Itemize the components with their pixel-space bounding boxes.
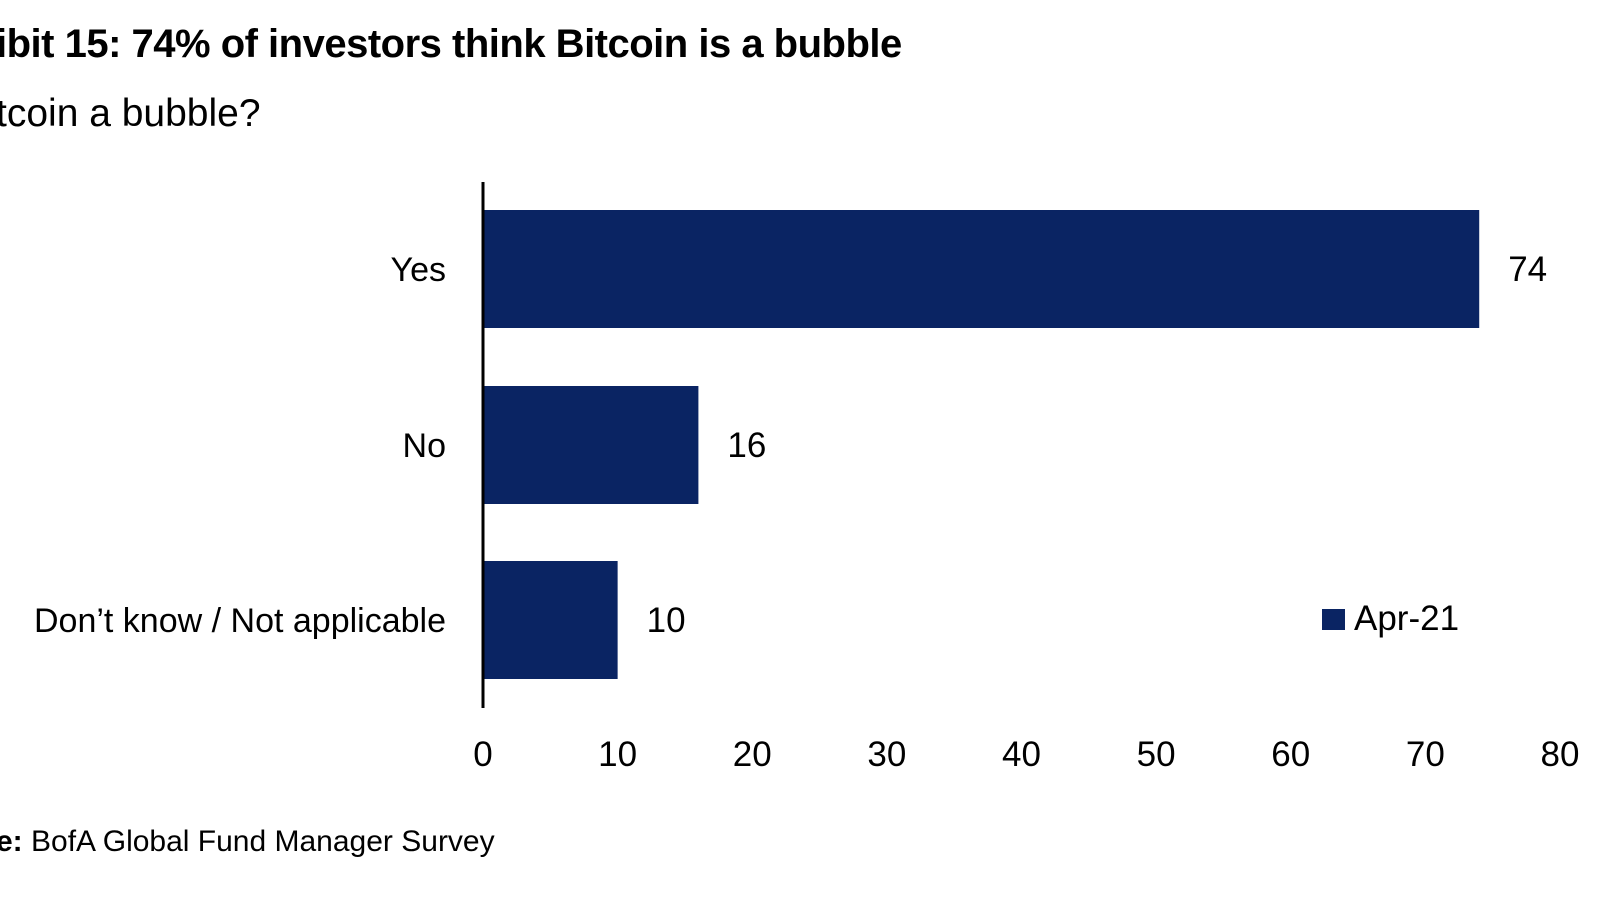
legend-swatch	[1322, 609, 1345, 630]
category-label-2: Don’t know / Not applicable	[34, 602, 446, 640]
bar-1	[483, 386, 699, 504]
bar-2	[483, 561, 618, 679]
data-label-2: 10	[647, 601, 686, 640]
chart-title: ibit 15: 74% of investors think Bitcoin …	[0, 22, 902, 66]
source-note: e: BofA Global Fund Manager Survey	[0, 825, 495, 859]
x-tick-label-8: 80	[1541, 735, 1580, 774]
data-label-0: 74	[1508, 250, 1547, 289]
chart-subtitle: tcoin a bubble?	[0, 92, 261, 135]
x-tick-label-4: 40	[1002, 735, 1041, 774]
source-text: BofA Global Fund Manager Survey	[22, 825, 495, 858]
category-label-0: Yes	[391, 251, 446, 289]
x-tick-label-6: 60	[1271, 735, 1310, 774]
category-label-1: No	[403, 427, 446, 465]
x-tick-label-3: 30	[867, 735, 906, 774]
x-tick-label-1: 10	[598, 735, 637, 774]
source-label: e:	[0, 825, 23, 858]
data-label-1: 16	[727, 426, 766, 465]
x-tick-label-7: 70	[1406, 735, 1445, 774]
x-tick-label-0: 0	[473, 735, 492, 774]
legend-label: Apr-21	[1354, 599, 1459, 638]
bar-0	[483, 210, 1480, 328]
x-tick-label-5: 50	[1137, 735, 1176, 774]
x-tick-label-2: 20	[733, 735, 772, 774]
